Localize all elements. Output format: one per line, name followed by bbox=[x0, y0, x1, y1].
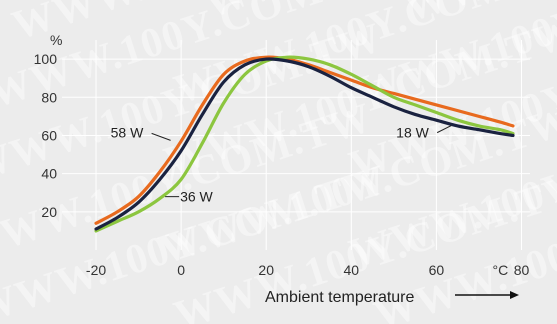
series-label-18-w: 18 W bbox=[396, 125, 429, 141]
x-axis-arrow-head bbox=[510, 291, 519, 299]
series-line-18-w bbox=[94, 57, 515, 231]
y-tick-label: 40 bbox=[41, 166, 57, 182]
series-lines bbox=[94, 55, 515, 233]
y-axis-unit-label: % bbox=[50, 32, 62, 48]
leader-line-18-w bbox=[436, 125, 452, 134]
leader-line-58-w bbox=[151, 132, 171, 141]
x-axis-tick-labels: -20 0 20 40 60 80 bbox=[86, 262, 530, 278]
x-tick-label: 20 bbox=[258, 262, 274, 278]
series-line-58-w bbox=[94, 55, 515, 225]
series-label-36-w: 36 W bbox=[180, 189, 213, 205]
y-tick-label: 80 bbox=[41, 89, 57, 105]
y-axis-tick-labels: 20 40 60 80 100 bbox=[34, 51, 58, 220]
x-axis-unit-label: °C bbox=[492, 262, 508, 278]
y-tick-label: 60 bbox=[41, 127, 57, 143]
x-tick-label: 0 bbox=[177, 262, 185, 278]
y-tick-label: 100 bbox=[34, 51, 58, 67]
x-tick-label: 60 bbox=[429, 262, 445, 278]
x-axis-title: Ambient temperature bbox=[265, 289, 415, 306]
y-tick-label: 20 bbox=[41, 204, 57, 220]
x-tick-label: 80 bbox=[514, 262, 530, 278]
series-labels: 58 W 36 W 18 W bbox=[111, 124, 452, 205]
series-label-58-w: 58 W bbox=[111, 124, 144, 140]
x-tick-label: -20 bbox=[86, 262, 106, 278]
x-tick-label: 40 bbox=[344, 262, 360, 278]
series-line-36-w bbox=[94, 55, 515, 233]
